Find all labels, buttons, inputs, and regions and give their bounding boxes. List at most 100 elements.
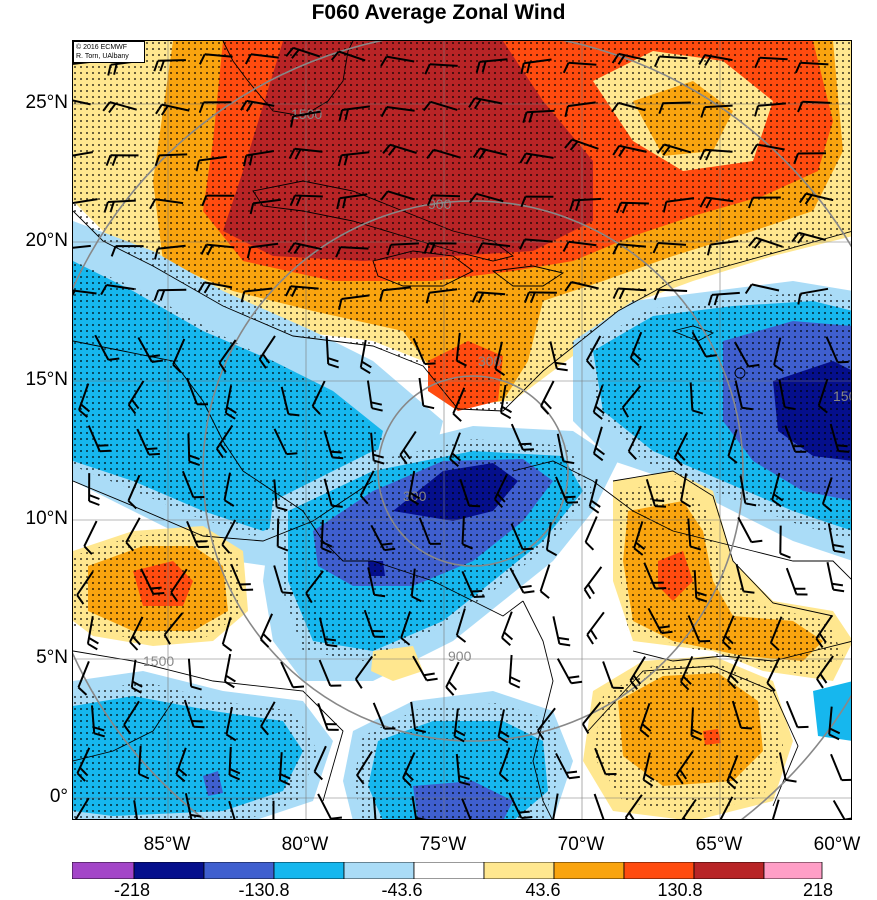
- wind-barb: [127, 474, 141, 502]
- wind-barb: [778, 379, 786, 408]
- wind-barb-flag: [766, 682, 776, 692]
- wind-barb: [372, 702, 386, 730]
- wind-barb-flag: [155, 104, 163, 115]
- wind-barb-flag: [621, 202, 628, 214]
- wind-barb: [501, 611, 513, 639]
- wind-barb: [691, 331, 707, 358]
- wind-barb-flag: [331, 504, 343, 508]
- wind-barb: [571, 138, 599, 150]
- wind-barb-flag: [160, 105, 169, 116]
- wind-barb: [773, 337, 782, 366]
- wind-barb-flag: [822, 503, 833, 512]
- wind-barb: [389, 143, 417, 154]
- wind-barb: [305, 570, 324, 594]
- wind-barb: [594, 747, 607, 775]
- wind-barb-flag: [105, 154, 112, 166]
- wind-barb: [509, 567, 525, 594]
- wind-barb: [771, 799, 780, 819]
- wind-barb-flag: [78, 409, 89, 418]
- wind-barb-flag: [372, 453, 384, 459]
- ring-label-1500-west: 1500: [143, 653, 174, 669]
- wind-barb-flag: [225, 674, 236, 683]
- wind-barb-flag: [628, 812, 635, 819]
- wind-barb-flag: [569, 200, 575, 212]
- wind-barb-flag: [568, 675, 580, 679]
- wind-barb: [390, 242, 419, 246]
- wind-barb-flag: [707, 294, 713, 306]
- wind-barb: [87, 425, 101, 452]
- wind-barb-flag: [658, 102, 664, 115]
- colorbar-label: -218: [113, 880, 151, 900]
- wind-barb: [137, 337, 153, 363]
- wind-barb: [510, 523, 524, 550]
- wind-barb: [341, 105, 371, 111]
- wind-barb: [573, 197, 602, 202]
- colorbar-swatch: [273, 862, 345, 879]
- wind-barb-flag: [632, 674, 642, 685]
- lat-label: 5°N: [36, 647, 68, 668]
- wind-barb: [737, 516, 753, 543]
- wind-barb-flag: [414, 728, 427, 733]
- wind-barb-flag: [501, 405, 512, 414]
- wind-barb: [821, 477, 833, 505]
- wind-barb-flag: [129, 641, 139, 651]
- wind-barb-flag: [496, 493, 506, 503]
- wind-barb-flag: [727, 679, 737, 690]
- wind-barb: [273, 565, 284, 593]
- wind-barb-flag: [172, 363, 182, 374]
- wind-barb: [643, 562, 657, 589]
- lon-label: 75°W: [419, 834, 467, 855]
- wind-barb-flag: [568, 775, 580, 780]
- colorbar-swatch: [203, 862, 275, 879]
- wind-barb: [159, 153, 188, 157]
- wind-barb-flag: [336, 198, 341, 210]
- colorbar-label: 130.8: [657, 880, 703, 900]
- wind-barb-flag: [370, 401, 383, 406]
- wind-barb-flag: [380, 106, 388, 118]
- wind-barb-flag: [503, 631, 514, 641]
- wind-barb-flag: [411, 595, 422, 603]
- wind-barb-flag: [285, 285, 292, 297]
- wind-barb: [280, 386, 290, 415]
- wind-barb: [549, 341, 558, 369]
- wind-barb-flag: [748, 237, 757, 247]
- wind-barb: [583, 566, 603, 590]
- wind-barb-flag: [747, 197, 754, 209]
- wind-barb: [157, 59, 186, 62]
- wind-barb-flag: [682, 675, 692, 685]
- wind-barb-flag: [226, 406, 237, 414]
- wind-barb-flag: [829, 727, 841, 735]
- wind-barb-flag: [816, 678, 824, 689]
- wind-barb-flag: [188, 460, 201, 467]
- wind-barb: [228, 800, 236, 819]
- wind-barb: [410, 701, 417, 730]
- wind-barb-flag: [404, 771, 414, 781]
- wind-barb-flag: [653, 499, 665, 502]
- wind-barb-flag: [88, 494, 100, 500]
- wind-barb: [798, 231, 826, 241]
- wind-barb: [359, 470, 375, 497]
- wind-barb-flag: [791, 232, 800, 243]
- wind-barb-flag: [108, 103, 117, 114]
- wind-barb-flag: [526, 62, 531, 74]
- wind-barb-flag: [154, 155, 161, 167]
- wind-barb-flag: [88, 500, 100, 506]
- wind-barb-flag: [445, 686, 455, 696]
- wind-barb: [429, 63, 458, 67]
- wind-barb: [76, 571, 94, 596]
- wind-barb-flag: [337, 155, 343, 167]
- wind-barb-flag: [500, 411, 512, 420]
- wind-barb-flag: [76, 772, 86, 782]
- wind-barb-flag: [215, 448, 225, 459]
- wind-barb: [751, 283, 780, 292]
- wind-barb-flag: [748, 363, 760, 368]
- wind-barb: [215, 424, 234, 450]
- wind-barb-flag: [243, 155, 248, 167]
- wind-barb-flag: [424, 362, 436, 365]
- wind-barb-flag: [519, 238, 526, 250]
- wind-barb: [459, 478, 471, 507]
- lon-label: 65°W: [695, 834, 743, 855]
- wind-barb: [386, 55, 415, 63]
- wind-barb-flag: [728, 775, 739, 784]
- wind-barb: [588, 479, 598, 507]
